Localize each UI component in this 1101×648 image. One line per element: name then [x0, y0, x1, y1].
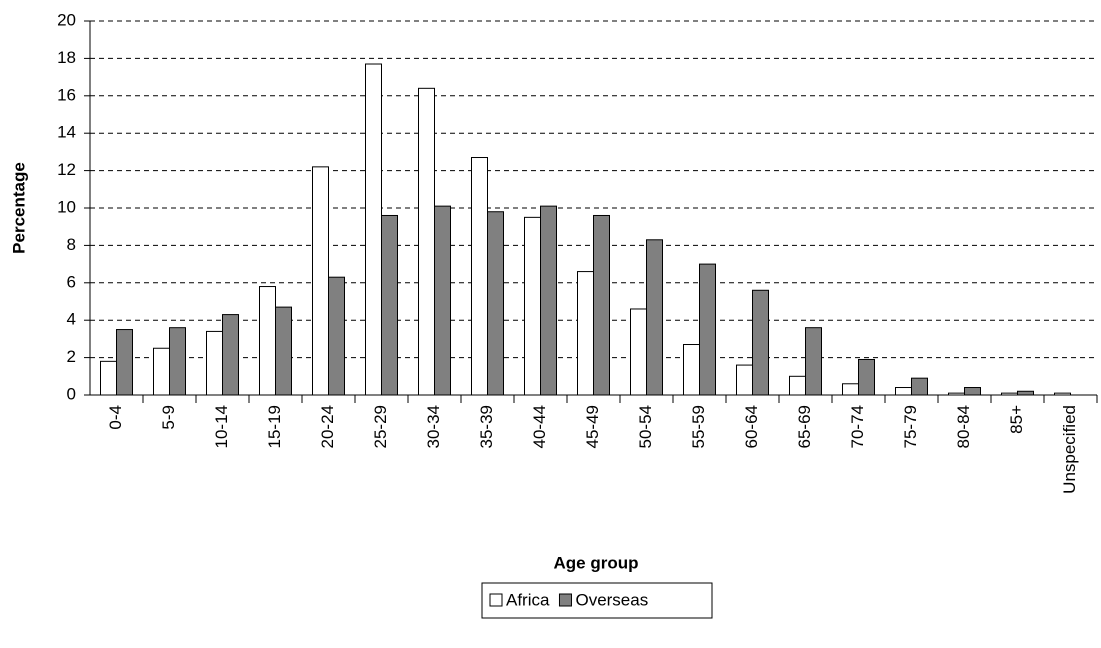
bar [365, 63, 382, 396]
x-tick-label: 50-54 [636, 405, 655, 448]
bar [842, 383, 859, 396]
bar [381, 214, 398, 396]
bar [312, 166, 329, 396]
y-tick-label: 8 [67, 235, 76, 254]
bar [699, 263, 716, 396]
y-tick-label: 18 [57, 48, 76, 67]
bar [805, 327, 822, 396]
bar [911, 377, 928, 396]
y-tick-label: 20 [57, 10, 76, 29]
x-tick-label: 45-49 [583, 405, 602, 448]
x-tick-label: 35-39 [477, 405, 496, 448]
x-tick-label: 80-84 [954, 405, 973, 448]
y-tick-label: 2 [67, 347, 76, 366]
bar [275, 306, 292, 396]
legend-box [481, 582, 713, 619]
bar [964, 387, 981, 396]
x-tick-label: 40-44 [530, 405, 549, 448]
x-tick-label: 10-14 [212, 405, 231, 448]
bar [858, 358, 875, 396]
legend-swatch [489, 593, 503, 607]
bar [487, 211, 504, 396]
x-tick-label: 0-4 [106, 405, 125, 430]
x-tick-label: 65-69 [795, 405, 814, 448]
x-tick-label: 15-19 [265, 405, 284, 448]
x-tick-label: 85+ [1007, 405, 1026, 434]
bar [1001, 392, 1018, 396]
bar [789, 375, 806, 396]
y-tick-label: 0 [67, 384, 76, 403]
x-axis-title: Age group [554, 553, 639, 572]
bar [736, 364, 753, 396]
bar [540, 205, 557, 396]
y-axis-title: Percentage [9, 162, 28, 254]
y-tick-label: 4 [67, 310, 76, 329]
bar [100, 360, 117, 396]
x-tick-label: Unspecified [1060, 405, 1079, 494]
bar [948, 392, 965, 396]
x-tick-label: 20-24 [318, 405, 337, 448]
bar [630, 308, 647, 396]
bar [752, 289, 769, 396]
bar [116, 329, 133, 396]
bar [524, 216, 541, 396]
y-tick-label: 6 [67, 272, 76, 291]
legend-label: Overseas [575, 590, 648, 609]
bar [646, 239, 663, 396]
y-tick-label: 12 [57, 160, 76, 179]
bar [206, 330, 223, 396]
legend-label: Africa [506, 590, 550, 609]
y-tick-label: 10 [57, 197, 76, 216]
bar [1017, 390, 1034, 396]
bar [593, 214, 610, 396]
bar [895, 387, 912, 396]
bar [222, 314, 239, 396]
bar [328, 276, 345, 396]
bar [1054, 392, 1071, 396]
bar [153, 347, 170, 396]
x-tick-label: 5-9 [159, 405, 178, 430]
x-tick-label: 60-64 [742, 405, 761, 448]
bar [434, 205, 451, 396]
x-tick-label: 75-79 [901, 405, 920, 448]
bar [169, 327, 186, 396]
y-tick-label: 14 [57, 123, 76, 142]
legend-swatch [558, 593, 572, 607]
x-tick-label: 25-29 [371, 405, 390, 448]
bar [259, 286, 276, 396]
bar [683, 344, 700, 396]
x-tick-label: 70-74 [848, 405, 867, 448]
bar [577, 271, 594, 396]
bar [418, 87, 435, 396]
bar [471, 157, 488, 396]
x-tick-label: 30-34 [424, 405, 443, 448]
x-tick-label: 55-59 [689, 405, 708, 448]
y-tick-label: 16 [57, 85, 76, 104]
